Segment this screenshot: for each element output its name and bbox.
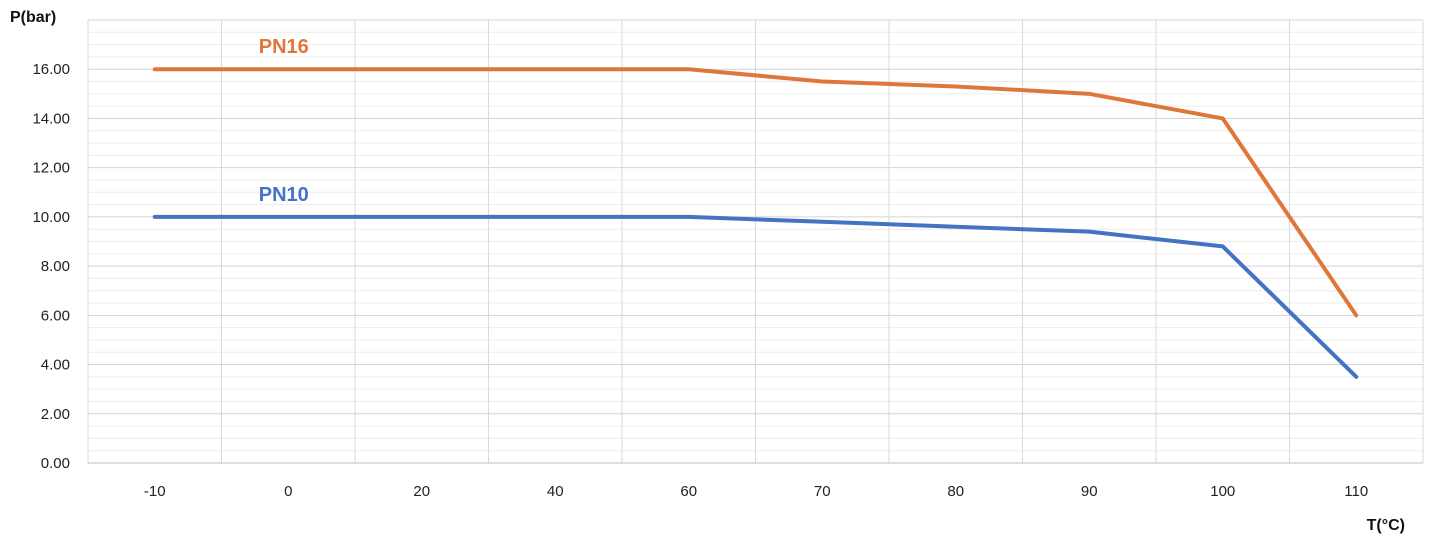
y-tick-label: 12.00 — [32, 160, 70, 177]
x-tick-label: 20 — [413, 483, 430, 500]
x-tick-label: 90 — [1081, 483, 1098, 500]
series-line-pn10 — [152, 214, 1359, 379]
y-tick-label: 4.00 — [41, 357, 70, 374]
x-tick-label: -10 — [144, 483, 166, 500]
y-tick-label: 0.00 — [41, 455, 70, 472]
x-tick-label: 100 — [1210, 483, 1235, 500]
x-tick-label: 80 — [947, 483, 964, 500]
axes: 0.00 2.00 4.00 6.00 8.00 10.00 12.00 14.00 16.00… — [32, 61, 1423, 500]
y-tick-label: 2.00 — [41, 406, 70, 423]
y-tick-label: 8.00 — [41, 258, 70, 275]
series-lines — [152, 67, 1359, 379]
x-tick-label: 0 — [284, 483, 292, 500]
labels: P(bar) T(°C) PN16 PN10 — [10, 9, 1405, 534]
y-axis-title: P(bar) — [10, 9, 56, 26]
series-line-pn16 — [152, 67, 1359, 318]
x-tick-label: 60 — [680, 483, 697, 500]
x-tick-label: 110 — [1344, 483, 1368, 500]
x-axis-title: T(°C) — [1367, 517, 1405, 534]
x-tick-label: 40 — [547, 483, 564, 500]
x-tick-label: 70 — [814, 483, 831, 500]
y-tick-label: 6.00 — [41, 307, 70, 324]
series-label-pn16: PN16 — [259, 36, 309, 58]
y-tick-label: 10.00 — [32, 209, 70, 226]
series-label-pn10: PN10 — [259, 184, 309, 206]
y-tick-label: 16.00 — [32, 61, 70, 78]
grid — [87, 19, 1424, 464]
y-tick-label: 14.00 — [32, 110, 70, 127]
